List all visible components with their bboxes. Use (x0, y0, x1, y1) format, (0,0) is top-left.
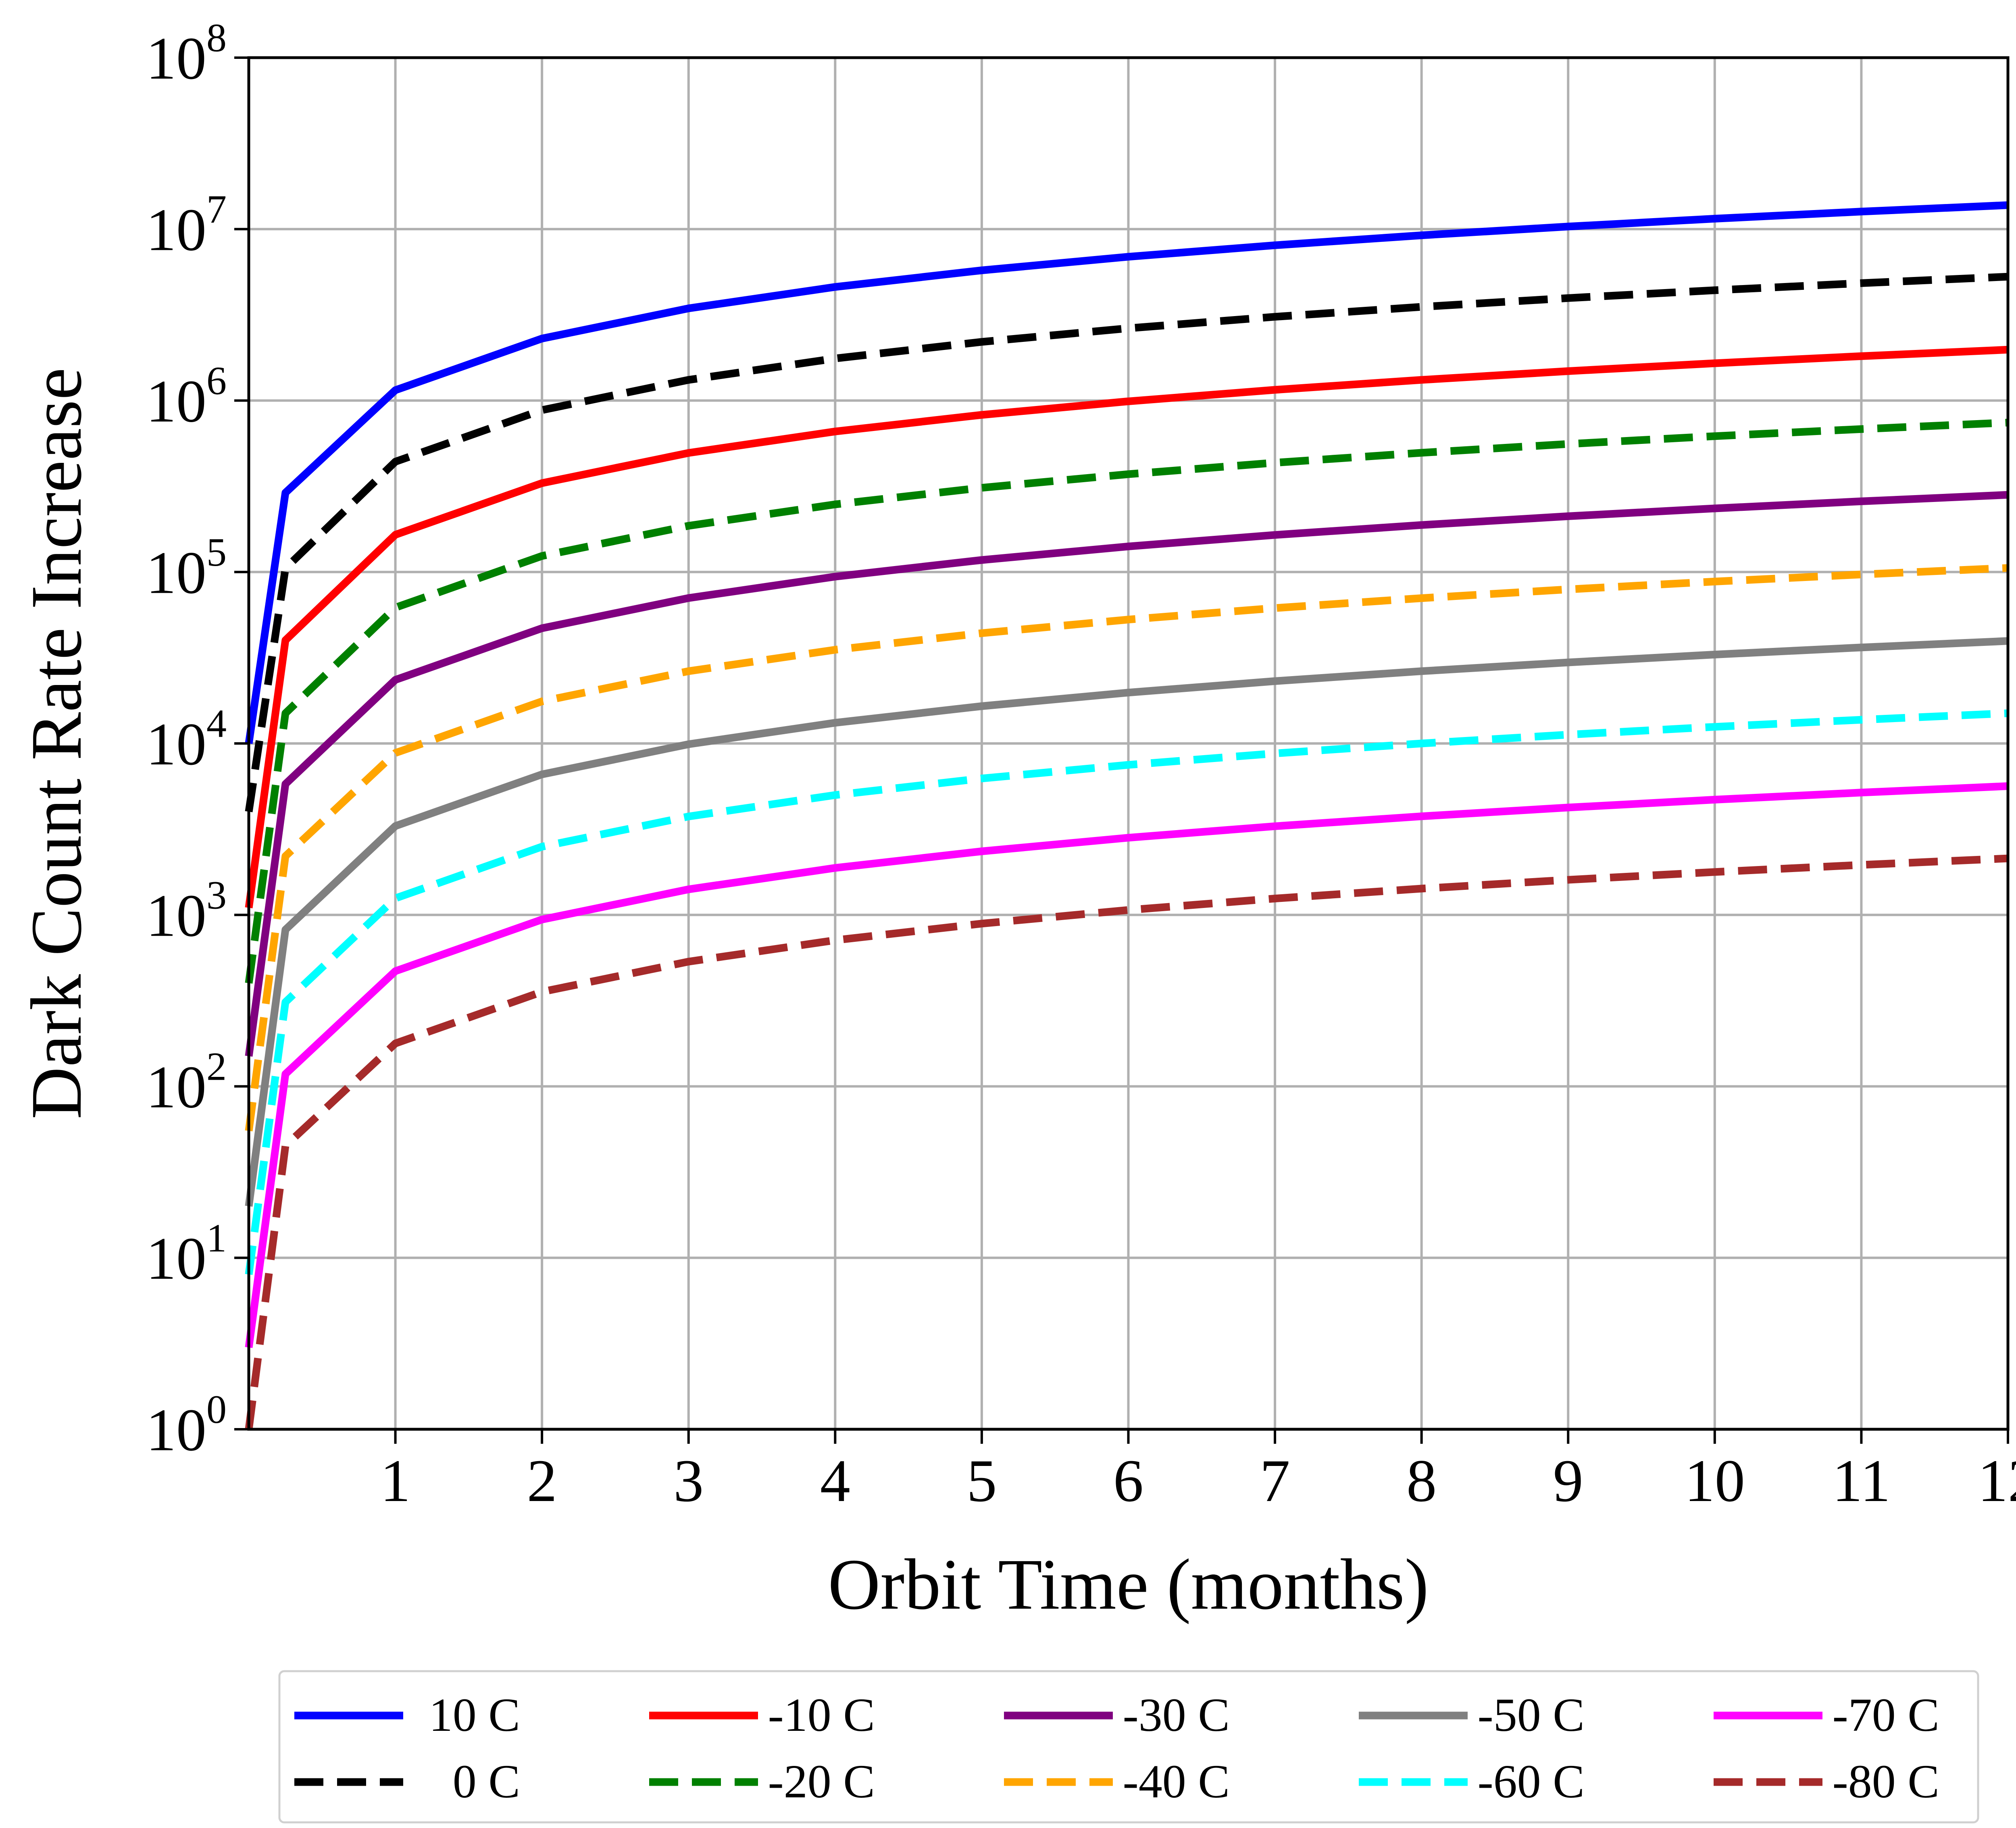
x-tick-label: 6 (1113, 1447, 1143, 1514)
legend-label: -70 C (1833, 1689, 1940, 1741)
series-line-minus50C (245, 637, 2008, 1207)
x-tick-label: 3 (673, 1447, 704, 1514)
x-axis-ticks: 123456789101112 (380, 1429, 2016, 1514)
x-tick-label: 1 (380, 1447, 410, 1514)
y-tick-label: 102 (146, 1044, 227, 1121)
y-tick-label: 104 (146, 701, 227, 778)
legend-label: -10 C (768, 1689, 875, 1741)
y-tick-label: 106 (146, 358, 227, 435)
y-tick-label: 107 (146, 187, 227, 263)
legend-label: 10 C (429, 1689, 520, 1741)
series-line-10C (245, 201, 2008, 744)
y-axis-ticks: 100 101 102 103 104 105 106 107 108 (146, 15, 249, 1464)
y-axis-label: Dark Count Rate Increase (16, 368, 96, 1119)
x-tick-label: 10 (1685, 1447, 1745, 1514)
x-tick-label: 7 (1260, 1447, 1290, 1514)
series-line-minus60C (245, 709, 2008, 1275)
series-line-minus20C (245, 418, 2008, 984)
legend-label: -50 C (1478, 1689, 1585, 1741)
legend-label: -30 C (1123, 1689, 1230, 1741)
legend-label: -60 C (1478, 1755, 1585, 1808)
legend-label: -40 C (1123, 1755, 1230, 1808)
legend-label: -20 C (768, 1755, 875, 1808)
x-tick-label: 4 (820, 1447, 850, 1514)
y-tick-label: 101 (146, 1216, 227, 1292)
x-tick-label: 5 (966, 1447, 997, 1514)
series-line-minus30C (245, 491, 2008, 1057)
y-tick-label: 108 (146, 15, 227, 92)
x-tick-label: 8 (1406, 1447, 1437, 1514)
series-line-minus40C (245, 564, 2008, 1132)
series-lines (245, 201, 2008, 1430)
legend: 10 C 0 C -10 C -20 C -30 C -40 C -50 C -60 C -70… (278, 1670, 1979, 1824)
legend-label: -80 C (1833, 1755, 1940, 1808)
grid-lines (249, 56, 2009, 1430)
y-tick-label: 103 (146, 872, 227, 949)
series-line-minus10C (245, 346, 2008, 908)
x-tick-label: 11 (1832, 1447, 1890, 1514)
x-tick-label: 2 (527, 1447, 557, 1514)
series-line-minus70C (245, 782, 2008, 1348)
y-tick-label: 105 (146, 530, 227, 606)
legend-label: 0 C (453, 1755, 520, 1808)
x-axis-label: Orbit Time (months) (828, 1544, 1429, 1624)
y-tick-label: 100 (146, 1387, 227, 1464)
series-line-0C (245, 273, 2008, 812)
x-tick-label: 12 (1978, 1447, 2016, 1514)
x-tick-label: 9 (1553, 1447, 1583, 1514)
